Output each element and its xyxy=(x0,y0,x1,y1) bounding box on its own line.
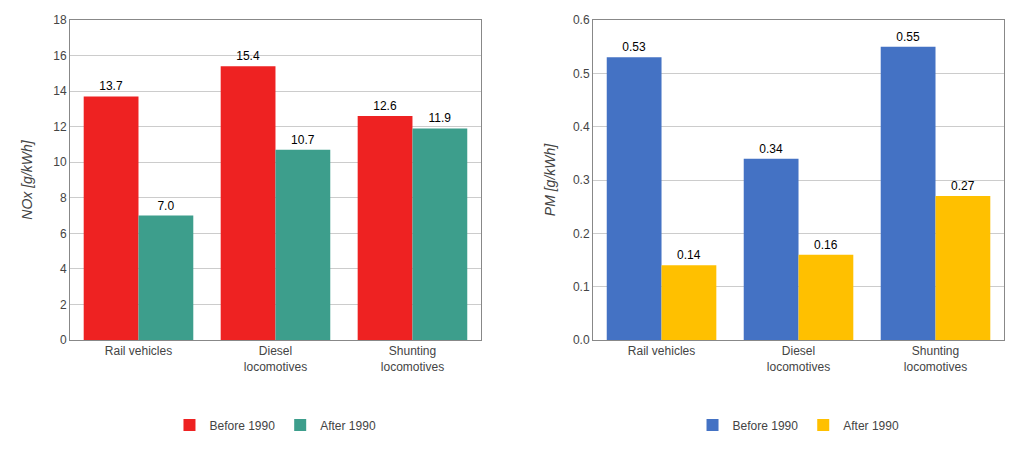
svg-text:0.34: 0.34 xyxy=(759,142,783,156)
svg-text:10: 10 xyxy=(53,155,67,169)
svg-text:13.7: 13.7 xyxy=(99,79,123,93)
svg-text:0.5: 0.5 xyxy=(573,67,590,81)
svg-text:After 1990: After 1990 xyxy=(320,419,376,433)
svg-text:0.2: 0.2 xyxy=(573,227,590,241)
svg-text:Diesellocomotives: Diesellocomotives xyxy=(244,344,307,374)
svg-text:0.16: 0.16 xyxy=(814,238,838,252)
svg-text:4: 4 xyxy=(60,262,67,276)
svg-text:0.53: 0.53 xyxy=(622,40,646,54)
svg-text:0.27: 0.27 xyxy=(951,179,975,193)
svg-text:6: 6 xyxy=(60,227,67,241)
svg-text:Rail vehicles: Rail vehicles xyxy=(105,344,172,358)
svg-text:14: 14 xyxy=(53,84,67,98)
svg-text:0.14: 0.14 xyxy=(677,248,701,262)
svg-text:12.6: 12.6 xyxy=(373,99,397,113)
svg-text:10.7: 10.7 xyxy=(291,133,315,147)
svg-text:0.1: 0.1 xyxy=(573,280,590,294)
svg-text:Diesellocomotives: Diesellocomotives xyxy=(767,344,830,374)
svg-text:Before 1990: Before 1990 xyxy=(209,419,275,433)
svg-text:16: 16 xyxy=(53,49,67,63)
svg-text:8: 8 xyxy=(60,191,67,205)
svg-text:0.55: 0.55 xyxy=(896,30,920,44)
svg-text:0.0: 0.0 xyxy=(573,333,590,347)
svg-text:0.6: 0.6 xyxy=(573,13,590,27)
svg-text:After 1990: After 1990 xyxy=(843,419,899,433)
svg-text:2: 2 xyxy=(60,298,67,312)
svg-text:Shuntinglocomotives: Shuntinglocomotives xyxy=(381,344,444,374)
svg-text:11.9: 11.9 xyxy=(428,111,451,125)
svg-text:Shuntinglocomotives: Shuntinglocomotives xyxy=(904,344,967,374)
svg-text:NOx [g/kWh]: NOx [g/kWh] xyxy=(19,139,35,219)
svg-text:12: 12 xyxy=(53,120,67,134)
svg-text:7.0: 7.0 xyxy=(157,199,174,213)
svg-text:18: 18 xyxy=(53,13,67,27)
svg-text:0: 0 xyxy=(60,333,67,347)
svg-text:PM [g/kWh]: PM [g/kWh] xyxy=(542,143,558,216)
svg-text:15.4: 15.4 xyxy=(236,49,260,63)
svg-text:Before 1990: Before 1990 xyxy=(733,419,799,433)
svg-text:Rail vehicles: Rail vehicles xyxy=(628,344,695,358)
svg-text:0.3: 0.3 xyxy=(573,173,590,187)
svg-text:0.4: 0.4 xyxy=(573,120,590,134)
